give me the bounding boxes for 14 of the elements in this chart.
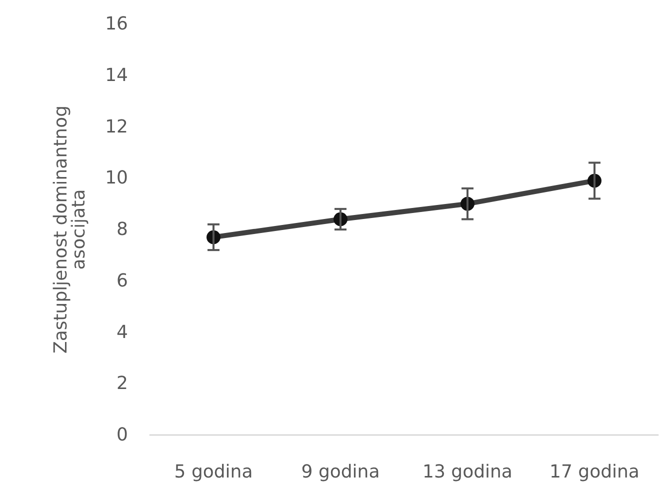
x-tick-label: 9 godina [301,462,380,482]
y-tick-label: 16 [105,14,128,34]
y-tick-label: 4 [116,322,128,343]
x-tick-label: 5 godina [174,462,253,482]
y-axis-title: Zastupljenost dominantnog asocijata [50,105,90,354]
x-tick-label: 13 godina [422,462,512,482]
y-tick-label: 12 [105,116,128,138]
y-tick-label: 10 [105,168,128,189]
x-tick-label: 17 godina [550,462,640,482]
y-tick-label: 6 [116,270,128,292]
y-tick-label: 2 [116,373,128,394]
y-tick-label: 8 [116,219,128,240]
y-tick-label: 0 [116,424,128,446]
y-tick-label: 14 [105,64,128,86]
